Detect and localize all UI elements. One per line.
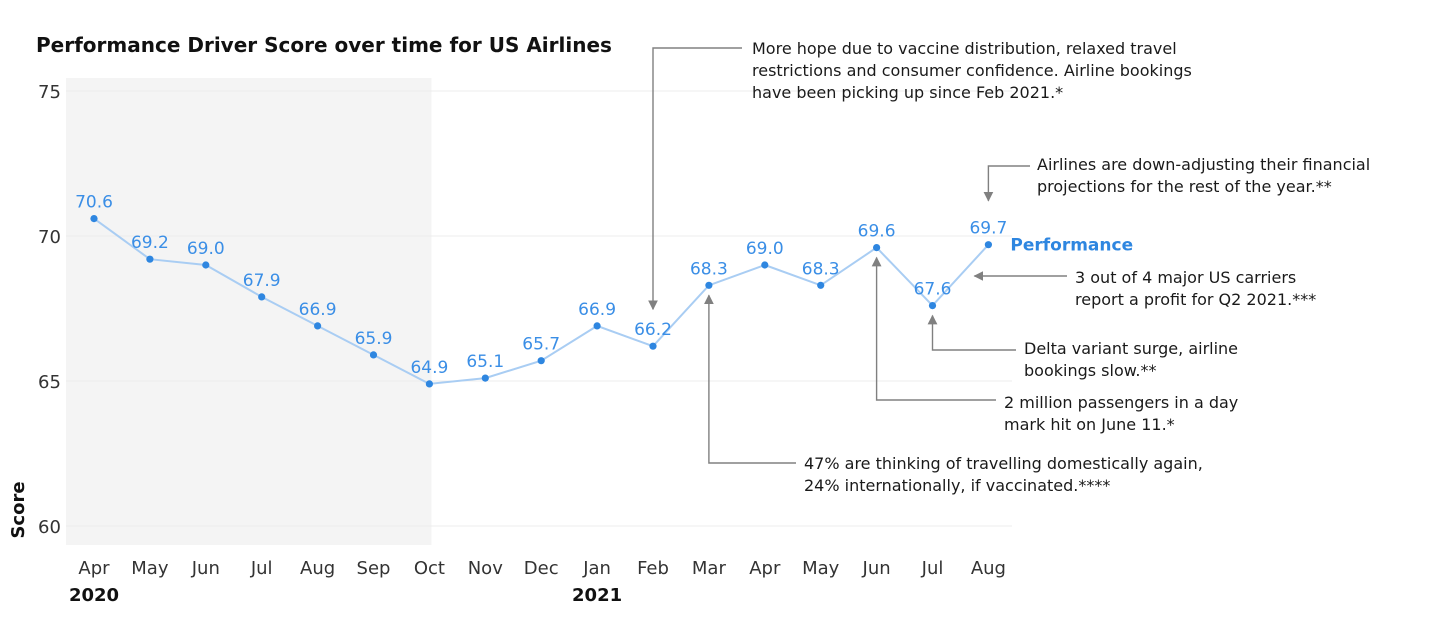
data-label: 65.7 [522,335,560,355]
annotation-line: have been picking up since Feb 2021.* [752,83,1063,102]
annotation-delta: Delta variant surge, airline bookings slo… [1024,339,1238,380]
x-axis: Apr May Jun Jul Aug Sep Oct Nov Dec Jan Feb Mar Apr M… [78,558,1006,579]
x-tick-label: Jul [250,558,273,579]
arrow-down-adjusting [983,165,1030,202]
arrow-passengers [871,256,996,401]
y-tick-label: 60 [38,517,61,538]
data-label: 67.6 [914,280,952,300]
annotation-line: projections for the rest of the year.** [1037,177,1332,196]
data-point [425,380,433,388]
x-tick-label: Jul [921,558,944,579]
x-tick-label: May [131,558,169,579]
year-label-2021: 2021 [572,585,622,606]
year-labels: 2020 2021 [69,585,622,606]
y-tick-label: 70 [38,227,61,248]
annotation-line: restrictions and consumer confidence. Ai… [752,61,1192,80]
annotations: More hope due to vaccine distribution, r… [648,39,1370,495]
annotation-down-adjusting: Airlines are down-adjusting their financ… [1037,155,1370,196]
data-point [761,261,769,269]
data-label: 68.3 [690,259,728,279]
annotation-line: 3 out of 4 major US carriers [1075,268,1296,287]
data-point [369,351,378,359]
annotation-line: Delta variant surge, airline [1024,339,1238,358]
year-label-2020: 2020 [69,585,119,606]
annotation-vaccine: More hope due to vaccine distribution, r… [752,39,1192,102]
data-label: 67.9 [243,271,281,291]
data-point [649,342,657,350]
annotation-line: 47% are thinking of travelling domestica… [804,454,1203,473]
data-point [90,215,98,223]
annotation-line: 24% internationally, if vaccinated.**** [804,476,1110,495]
data-label: 70.6 [75,193,113,213]
data-point [928,302,937,310]
data-point [314,322,322,330]
arrow-travelling [704,294,796,464]
x-tick-label: Aug [971,558,1006,579]
data-label: 69.0 [187,239,225,259]
x-tick-label: Jun [191,558,220,579]
data-point [481,374,489,382]
x-tick-label: Dec [524,558,559,579]
data-point [873,244,881,252]
y-axis: 60 65 70 75 [38,82,61,538]
data-label: 66.9 [299,300,337,320]
data-label: 69.6 [858,222,896,242]
arrow-delta [927,314,1016,351]
data-point [258,293,266,301]
data-point [146,255,154,263]
annotation-passengers: 2 million passengers in a day mark hit on… [1004,393,1238,434]
data-point [537,357,545,365]
data-label: 65.1 [466,352,504,372]
data-point [984,241,993,249]
data-labels: 70.6 69.2 69.0 67.9 66.9 65.9 64.9 65.1 65.7 66.9… [75,193,1007,378]
x-tick-label: Apr [749,558,781,579]
data-label: 64.9 [410,358,448,378]
y-axis-label: Score [8,481,29,538]
annotation-line: Airlines are down-adjusting their financ… [1037,155,1370,174]
data-point [705,281,713,289]
x-tick-label: Sep [357,558,391,579]
annotation-line: mark hit on June 11.* [1004,415,1175,434]
x-tick-label: Oct [414,558,445,579]
data-label: 65.9 [355,329,393,349]
data-point [593,322,601,330]
x-tick-label: Aug [300,558,335,579]
data-label: 66.2 [634,320,672,340]
data-label: 69.7 [969,219,1007,239]
annotation-profit: 3 out of 4 major US carriers report a pro… [1075,268,1316,309]
data-points [90,215,993,388]
y-tick-label: 65 [38,372,61,393]
annotation-line: report a profit for Q2 2021.*** [1075,290,1316,309]
chart-title: Performance Driver Score over time for U… [36,33,612,57]
data-label: 69.0 [746,239,784,259]
shaded-region-2020 [66,78,432,545]
y-tick-label: 75 [38,82,61,103]
x-tick-label: Mar [692,558,727,579]
data-point [817,281,825,289]
arrow-vaccine [648,47,742,311]
data-label: 68.3 [802,259,840,279]
data-label: 69.2 [131,233,169,253]
data-point [202,261,210,269]
x-tick-label: Jun [862,558,891,579]
series-label-performance: Performance [1010,236,1133,256]
annotation-travelling: 47% are thinking of travelling domestica… [804,454,1203,495]
x-tick-label: Jan [582,558,611,579]
x-tick-label: Nov [468,558,503,579]
annotation-line: More hope due to vaccine distribution, r… [752,39,1177,58]
gridlines [66,90,1012,527]
x-tick-label: May [802,558,840,579]
data-label: 66.9 [578,300,616,320]
annotation-line: 2 million passengers in a day [1004,393,1238,412]
x-tick-label: Apr [78,558,110,579]
x-tick-label: Feb [637,558,669,579]
annotation-line: bookings slow.** [1024,361,1156,380]
